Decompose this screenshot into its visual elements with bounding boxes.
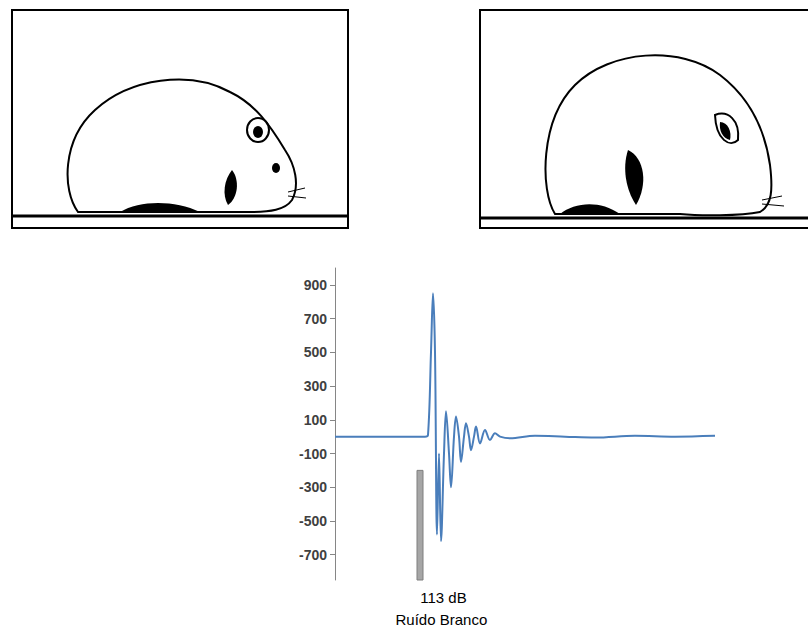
svg-text:Ruído Branco: Ruído Branco: [396, 611, 488, 628]
svg-text:900: 900: [304, 277, 328, 293]
svg-text:-500: -500: [299, 513, 327, 529]
svg-text:100: 100: [304, 412, 328, 428]
svg-text:300: 300: [304, 378, 328, 394]
svg-text:500: 500: [304, 344, 328, 360]
svg-text:-100: -100: [299, 446, 327, 462]
svg-text:-300: -300: [299, 479, 327, 495]
svg-text:113 dB: 113 dB: [420, 589, 466, 606]
svg-text:-700: -700: [299, 547, 327, 563]
svg-text:700: 700: [304, 311, 328, 327]
